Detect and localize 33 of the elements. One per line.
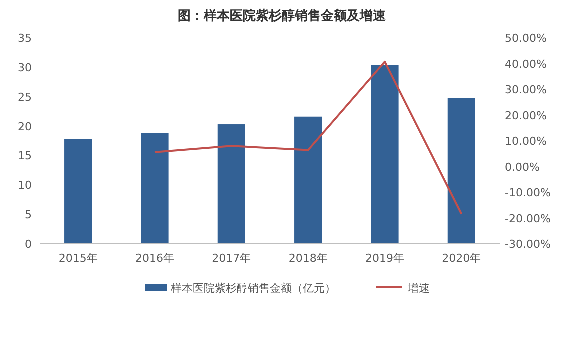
y-tick-label: 30 bbox=[18, 61, 32, 74]
y2-tick-label: 40.00% bbox=[505, 58, 547, 71]
bar bbox=[294, 116, 322, 244]
chart-title: 图：样本医院紫杉醇销售金额及增速 bbox=[178, 8, 387, 24]
bar bbox=[448, 98, 476, 244]
y-tick-label: 25 bbox=[18, 90, 32, 104]
x-tick-label: 2018年 bbox=[288, 252, 328, 265]
y-tick-label: 35 bbox=[18, 32, 32, 45]
y2-tick-label: 50.00% bbox=[505, 32, 547, 45]
y2-tick-label: 20.00% bbox=[505, 109, 547, 122]
y-tick-label: 10 bbox=[18, 179, 32, 192]
legend-label: 增速 bbox=[407, 282, 430, 295]
line-series bbox=[154, 60, 463, 216]
x-tick-label: 2017年 bbox=[212, 252, 252, 265]
bar bbox=[218, 124, 246, 244]
y2-tick-label: 30.00% bbox=[505, 84, 547, 96]
bar bbox=[141, 133, 169, 244]
y2-tick-label: -20.00% bbox=[505, 212, 551, 226]
y-tick-label: 20 bbox=[18, 120, 32, 134]
x-tick-label: 2016年 bbox=[136, 252, 174, 265]
y-tick-label: 5 bbox=[25, 208, 32, 222]
bar bbox=[371, 65, 399, 244]
y2-tick-label: -10.00% bbox=[505, 186, 551, 200]
x-tick-label: 2020年 bbox=[442, 252, 482, 265]
legend-label: 样本医院紫杉醇销售金额（亿元） bbox=[171, 282, 336, 295]
x-tick-label: 2019年 bbox=[366, 252, 404, 265]
y2-tick-label: 10.00% bbox=[505, 135, 547, 148]
y2-tick-label: 0.00% bbox=[505, 160, 540, 174]
y-tick-label: 0 bbox=[25, 238, 32, 251]
y2-tick-label: -30.00% bbox=[505, 238, 551, 251]
y-tick-label: 15 bbox=[18, 150, 32, 163]
bar bbox=[64, 139, 92, 244]
x-tick-label: 2015年 bbox=[58, 252, 98, 265]
